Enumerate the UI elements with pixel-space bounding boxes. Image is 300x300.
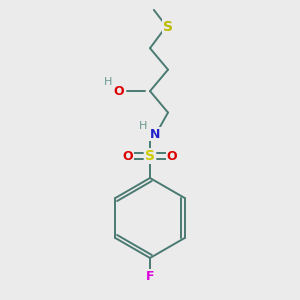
Text: S: S [145,149,155,163]
Text: H: H [139,121,147,131]
Text: S: S [163,20,173,34]
Text: H: H [104,77,112,87]
Text: F: F [146,269,154,283]
Text: O: O [114,85,124,98]
Text: O: O [167,149,177,163]
Text: N: N [150,128,160,140]
Text: O: O [123,149,133,163]
